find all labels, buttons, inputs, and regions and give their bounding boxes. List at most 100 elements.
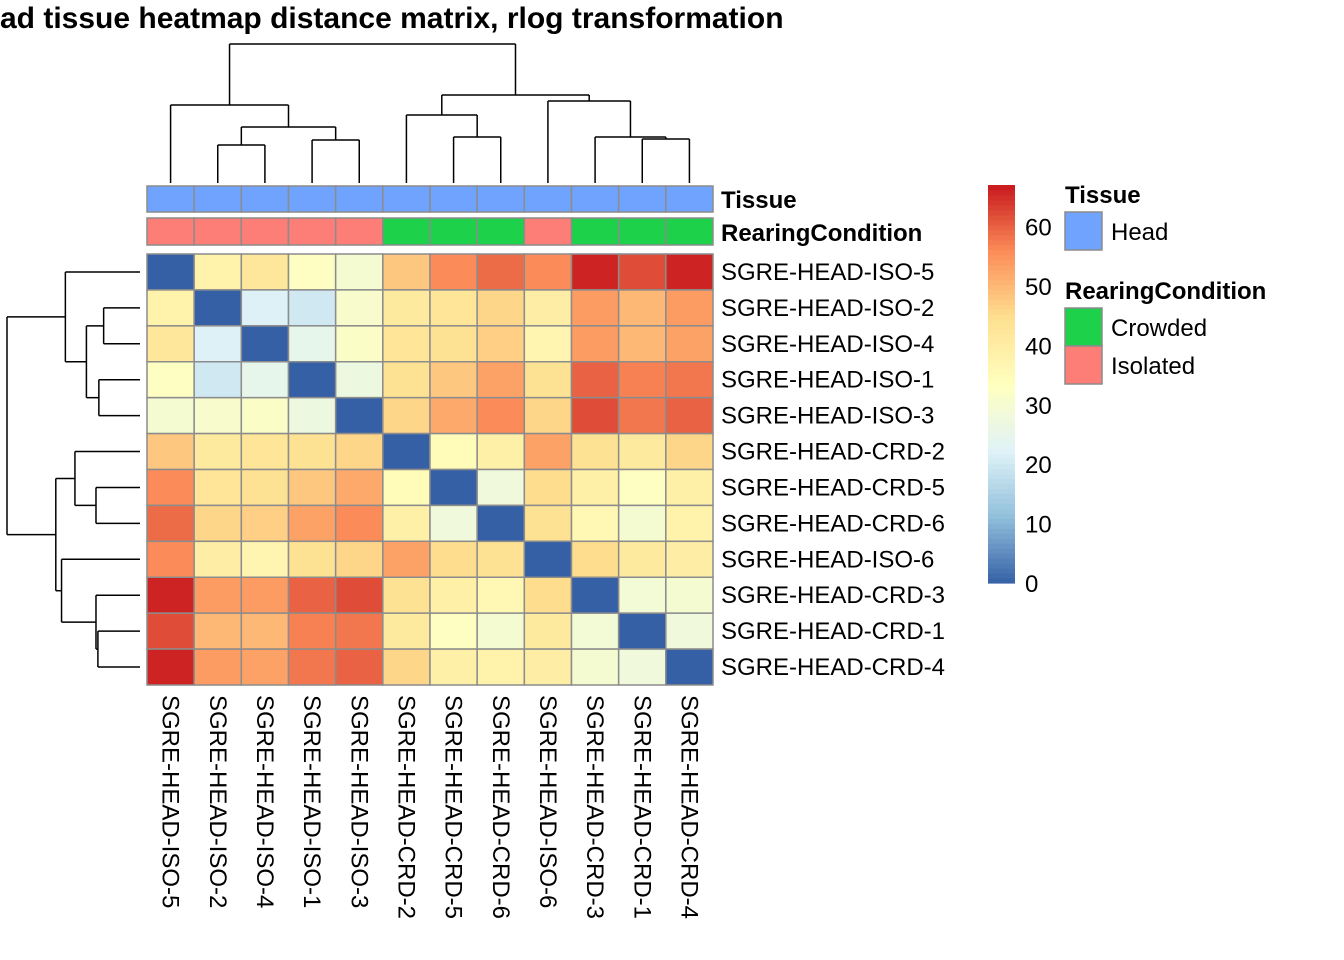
column-label: SGRE-HEAD-CRD-6	[487, 695, 514, 919]
colorbar-segment	[988, 254, 1015, 261]
heatmap-cell	[476, 289, 526, 327]
heatmap-cell	[240, 648, 290, 686]
heatmap-cell	[240, 612, 290, 650]
heatmap-cell	[429, 253, 478, 291]
heatmap-cell	[617, 612, 667, 650]
tissue-annotation-cell	[617, 185, 667, 213]
heatmap-cell	[193, 253, 243, 291]
rearing-annotation-cell	[193, 217, 243, 246]
heatmap-cell	[146, 504, 195, 543]
heatmap-cell	[287, 253, 337, 291]
column-label: SGRE-HEAD-CRD-2	[392, 695, 419, 919]
column-label: SGRE-HEAD-ISO-1	[298, 695, 325, 908]
heatmap-cell	[287, 612, 337, 650]
heatmap-cell	[617, 468, 667, 507]
heatmap-cell	[429, 396, 478, 435]
heatmap-cell	[523, 612, 573, 650]
rearing-annotation-cell	[665, 217, 714, 246]
colorbar-segment	[988, 568, 1015, 574]
colorbar-segment	[988, 388, 1015, 395]
colorbar-segment	[988, 274, 1015, 281]
heatmap-cell	[665, 432, 714, 471]
colorbar-tick-label: 10	[1025, 512, 1052, 539]
colorbar-segment	[988, 463, 1015, 470]
colorbar-segment	[988, 219, 1015, 226]
heatmap-cell	[617, 396, 667, 435]
colorbar-segment	[988, 229, 1015, 236]
colorbar-segment	[988, 538, 1015, 544]
heatmap-cell	[287, 325, 337, 363]
heatmap-cell	[570, 396, 620, 435]
colorbar-segment	[988, 493, 1015, 500]
heatmap-cell	[523, 504, 573, 543]
heatmap-cell	[287, 468, 337, 507]
tissue-annotation-cell	[570, 185, 620, 213]
heatmap-cell	[146, 361, 195, 399]
colorbar-segment	[988, 269, 1015, 276]
colorbar-segment	[988, 468, 1015, 475]
colorbar-segment	[988, 488, 1015, 495]
heatmap-cell	[146, 325, 195, 363]
heatmap-cell	[429, 432, 478, 471]
colorbar-segment	[988, 384, 1015, 390]
colorbar-tick-label: 60	[1025, 215, 1052, 242]
colorbar-segment	[988, 284, 1015, 291]
colorbar-segment	[988, 513, 1015, 519]
rearing-annotation-cell	[287, 217, 337, 246]
heatmap-cell	[287, 540, 337, 578]
heatmap-cell	[193, 432, 243, 471]
heatmap-cell	[334, 612, 384, 650]
colorbar-segment	[988, 543, 1015, 549]
colorbar-segment	[988, 533, 1015, 539]
colorbar-tick-label: 30	[1025, 393, 1052, 420]
heatmap-cell	[665, 648, 714, 686]
colorbar-segment	[988, 403, 1015, 410]
heatmap-cell	[382, 612, 431, 650]
heatmap-cell	[476, 468, 526, 507]
tissue-annotation-cell	[287, 185, 337, 213]
colorbar-segment	[988, 508, 1015, 514]
colorbar-segment	[988, 299, 1015, 305]
heatmap-cell	[193, 396, 243, 435]
tissue-annotation-cell	[665, 185, 714, 213]
heatmap-cell	[523, 289, 573, 327]
heatmap-cell	[523, 432, 573, 471]
chart-title: ad tissue heatmap distance matrix, rlog …	[0, 2, 784, 35]
heatmap-cell	[382, 504, 431, 543]
heatmap-cell	[146, 253, 195, 291]
colorbar-segment	[988, 364, 1015, 370]
heatmap-cell	[665, 612, 714, 650]
heatmap-cell	[193, 361, 243, 399]
rearing-annotation-cell	[570, 217, 620, 246]
heatmap-cell	[287, 289, 337, 327]
heatmap-cell	[240, 432, 290, 471]
heatmap-cell	[193, 576, 243, 614]
heatmap-cell	[523, 325, 573, 363]
rearing-legend-label: Crowded	[1111, 315, 1207, 342]
heatmap-cell	[193, 504, 243, 543]
heatmap-cell	[382, 540, 431, 578]
heatmap-cell	[240, 504, 290, 543]
heatmap-cell	[146, 576, 195, 614]
colorbar-segment	[988, 408, 1015, 415]
rearing-annotation-cell	[617, 217, 667, 246]
heatmap-cell	[476, 576, 526, 614]
column-label: SGRE-HEAD-ISO-6	[534, 695, 561, 908]
heatmap-cell	[665, 253, 714, 291]
colorbar-segment	[988, 433, 1015, 440]
colorbar-segment	[988, 563, 1015, 569]
heatmap-cell	[334, 576, 384, 614]
tissue-legend-label: Head	[1111, 219, 1168, 246]
heatmap-cell	[146, 612, 195, 650]
heatmap-cell	[240, 325, 290, 363]
colorbar-segment	[988, 518, 1015, 524]
tissue-legend-swatch	[1064, 211, 1103, 251]
colorbar-segment	[988, 379, 1015, 385]
colorbar-segment	[988, 249, 1015, 256]
heatmap-cell	[240, 253, 290, 291]
tissue-annotation-label: Tissue	[721, 187, 797, 214]
heatmap-cell	[240, 361, 290, 399]
colorbar-segment	[988, 478, 1015, 485]
heatmap-cell	[382, 576, 431, 614]
colorbar-segment	[988, 393, 1015, 400]
